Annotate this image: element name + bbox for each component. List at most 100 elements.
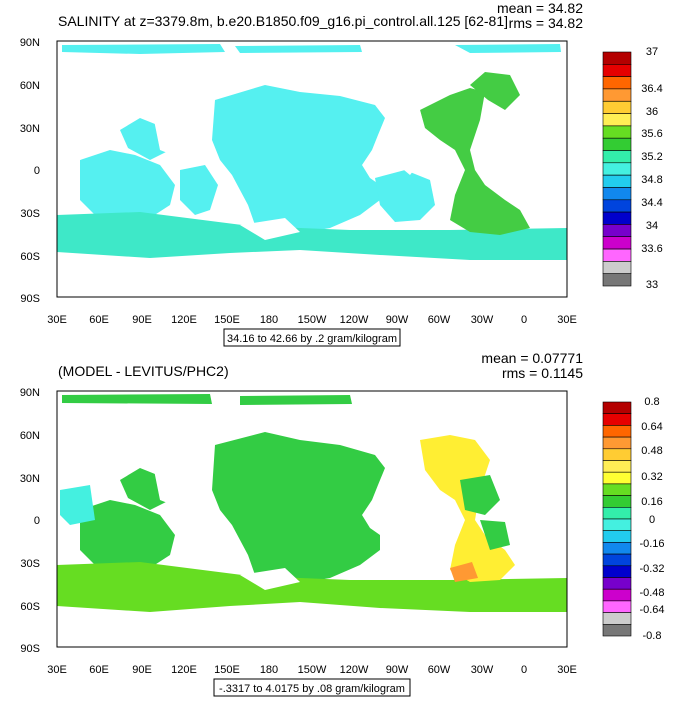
lat-label: 90S bbox=[20, 293, 40, 305]
lon-label: 90W bbox=[386, 664, 409, 676]
colorbar-label: 0.32 bbox=[641, 471, 662, 483]
lon-label: 120W bbox=[340, 664, 369, 676]
colorbar-label: 35.2 bbox=[641, 151, 662, 163]
lon-label: 60W bbox=[428, 314, 451, 326]
colorbar-label: -0.32 bbox=[639, 563, 664, 575]
colorbar-swatch bbox=[602, 623, 632, 637]
mean-stat: mean = 0.07771 bbox=[481, 350, 583, 366]
colorbar-swatch bbox=[602, 248, 632, 262]
colorbar-label: 34.8 bbox=[641, 174, 662, 186]
lon-label: 30E bbox=[557, 314, 577, 326]
lon-axis-labels: 30E 60E 90E 120E 150E 180 150W 120W 90W … bbox=[47, 664, 577, 676]
rms-stat: rms = 34.82 bbox=[509, 15, 584, 31]
lat-label: 60S bbox=[20, 251, 40, 263]
colorbar bbox=[602, 51, 632, 287]
map-area bbox=[56, 390, 568, 648]
colorbar-swatch bbox=[602, 187, 632, 201]
colorbar-swatch bbox=[602, 507, 632, 520]
panel-title: SALINITY at z=3379.8m, b.e20.B1850.f09_g… bbox=[58, 13, 508, 29]
colorbar-swatch bbox=[602, 518, 632, 531]
difference-panel: (MODEL - LEVITUS/PHC2) mean = 0.07771 rm… bbox=[0, 350, 700, 700]
colorbar-swatch bbox=[602, 495, 632, 508]
colorbar-swatch bbox=[602, 211, 632, 225]
colorbar-label: 0.16 bbox=[641, 496, 662, 508]
colorbar-swatch bbox=[602, 261, 632, 274]
colorbar-swatch bbox=[602, 199, 632, 213]
colorbar-swatch bbox=[602, 448, 632, 461]
colorbar-label: 34 bbox=[646, 220, 658, 232]
colorbar-label: -0.64 bbox=[639, 604, 664, 616]
lon-label: 150W bbox=[298, 314, 327, 326]
lon-label: 30E bbox=[557, 664, 577, 676]
colorbar-swatch bbox=[602, 425, 632, 438]
colorbar-swatch bbox=[602, 577, 632, 590]
colorbar-swatch bbox=[602, 600, 632, 613]
colorbar-swatch bbox=[602, 436, 632, 450]
lon-label: 0 bbox=[521, 314, 527, 326]
lon-label: 30E bbox=[47, 314, 67, 326]
lon-label: 180 bbox=[260, 664, 278, 676]
lon-label: 60E bbox=[89, 664, 109, 676]
colorbar-swatch bbox=[602, 88, 632, 102]
colorbar-swatch bbox=[602, 150, 632, 164]
colorbar-swatch bbox=[602, 401, 632, 414]
lat-label: 30N bbox=[20, 473, 40, 485]
panel-title: (MODEL - LEVITUS/PHC2) bbox=[58, 363, 229, 379]
colorbar-swatch bbox=[602, 76, 632, 90]
lat-label: 30N bbox=[20, 123, 40, 135]
salinity-map-svg: SALINITY at z=3379.8m, b.e20.B1850.f09_g… bbox=[20, 0, 663, 347]
colorbar-label: -0.16 bbox=[639, 538, 664, 550]
lat-label: 60S bbox=[20, 601, 40, 613]
colorbar-label: -0.8 bbox=[643, 630, 662, 642]
lon-label: 30W bbox=[471, 664, 494, 676]
lat-axis-labels: 90N 60N 30N 0 30S 60S 90S bbox=[20, 387, 40, 655]
lon-label: 30E bbox=[47, 664, 67, 676]
colorbar-swatch bbox=[602, 51, 632, 65]
lat-label: 90N bbox=[20, 387, 40, 399]
mean-stat: mean = 34.82 bbox=[497, 0, 583, 16]
lon-label: 120W bbox=[340, 314, 369, 326]
colorbar-label: 37 bbox=[646, 46, 658, 58]
colorbar-swatch bbox=[602, 236, 632, 250]
colorbar-swatch bbox=[602, 471, 632, 485]
lon-label: 0 bbox=[521, 664, 527, 676]
colorbar-swatch bbox=[602, 162, 632, 176]
colorbar-swatch bbox=[602, 565, 632, 578]
range-label: -.3317 to 4.0175 by .08 gram/kilogram bbox=[219, 683, 405, 695]
lon-label: 60W bbox=[428, 664, 451, 676]
lon-label: 90E bbox=[132, 314, 152, 326]
lon-label: 150E bbox=[214, 314, 240, 326]
colorbar-label: 0.64 bbox=[641, 421, 662, 433]
difference-map-svg: (MODEL - LEVITUS/PHC2) mean = 0.07771 rm… bbox=[20, 350, 665, 697]
map-area bbox=[56, 40, 568, 298]
colorbar-swatch bbox=[602, 530, 632, 543]
colorbar-swatch bbox=[602, 588, 632, 602]
salinity-panel: SALINITY at z=3379.8m, b.e20.B1850.f09_g… bbox=[0, 0, 700, 350]
colorbar-swatch bbox=[602, 125, 632, 139]
colorbar-swatch bbox=[602, 460, 632, 473]
colorbar-swatch bbox=[602, 483, 632, 496]
colorbar-swatch bbox=[602, 542, 632, 555]
lon-label: 120E bbox=[171, 314, 197, 326]
colorbar-swatch bbox=[602, 113, 632, 127]
colorbar-swatch bbox=[602, 413, 632, 426]
lon-label: 90W bbox=[386, 314, 409, 326]
colorbar-label: 34.4 bbox=[641, 197, 662, 209]
lon-label: 60E bbox=[89, 314, 109, 326]
colorbar-label: -0.48 bbox=[639, 587, 664, 599]
lat-label: 60N bbox=[20, 430, 40, 442]
colorbar-label: 0.48 bbox=[641, 445, 662, 457]
lon-label: 30W bbox=[471, 314, 494, 326]
colorbar-label: 36.4 bbox=[641, 83, 662, 95]
lat-label: 0 bbox=[34, 515, 40, 527]
colorbar-swatch bbox=[602, 224, 632, 237]
lon-label: 120E bbox=[171, 664, 197, 676]
range-label: 34.16 to 42.66 by .2 gram/kilogram bbox=[227, 333, 397, 345]
lon-label: 150W bbox=[298, 664, 327, 676]
lat-label: 90S bbox=[20, 643, 40, 655]
lat-axis-labels: 90N 60N 30N 0 30S 60S 90S bbox=[20, 37, 40, 305]
colorbar-label: 33.6 bbox=[641, 243, 662, 255]
colorbar-label: 35.6 bbox=[641, 128, 662, 140]
difference-field bbox=[57, 394, 567, 612]
colorbar-swatch bbox=[602, 64, 632, 77]
